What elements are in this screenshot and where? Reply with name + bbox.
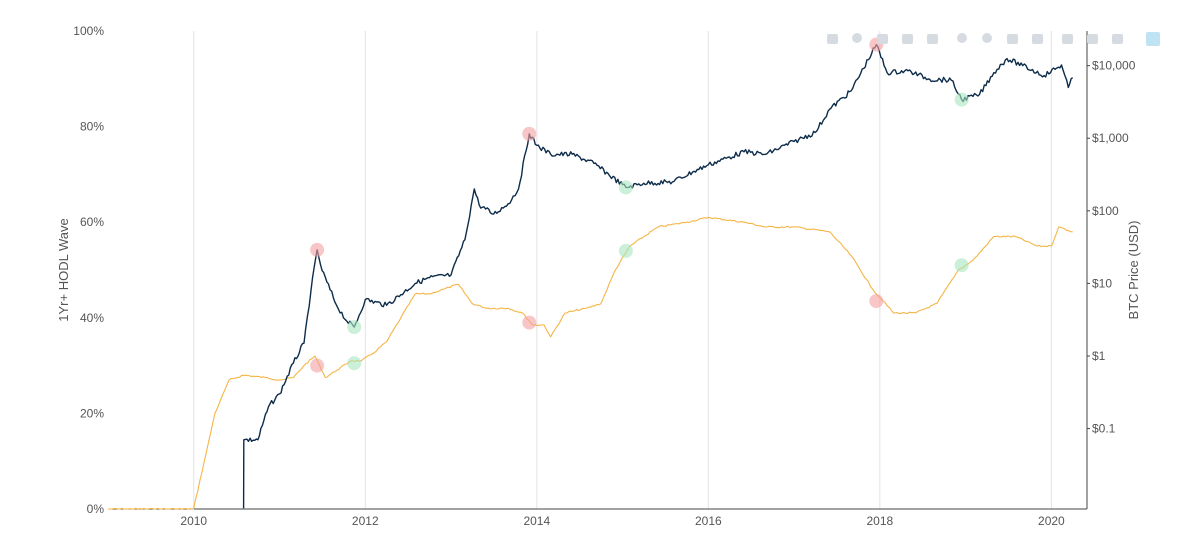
hover-compare-icon[interactable] <box>1112 34 1123 44</box>
plotly-logo-icon[interactable] <box>1146 32 1160 46</box>
bottom-marker <box>347 320 362 335</box>
lasso-select-icon[interactable] <box>927 34 938 44</box>
y-left-tick-label: 40% <box>80 311 104 325</box>
bottom-marker <box>954 258 969 273</box>
peak-marker <box>310 358 325 373</box>
hodl-wave-series-line <box>108 216 1073 510</box>
modebar <box>827 32 1160 46</box>
y-right-tick-label: $10,000 <box>1092 59 1136 73</box>
bottom-marker <box>618 180 633 195</box>
y-right-tick-label: $10 <box>1092 276 1112 290</box>
zoom-out-icon[interactable] <box>982 33 992 43</box>
markers <box>310 37 969 373</box>
gridlines <box>193 31 1052 509</box>
x-tick-label: 2020 <box>1038 514 1065 528</box>
bottom-marker <box>954 92 969 107</box>
y-right-tick-label: $1 <box>1092 349 1106 363</box>
box-select-icon[interactable] <box>902 34 913 44</box>
pan-icon[interactable] <box>877 34 888 44</box>
y-left-tick-label: 60% <box>80 215 104 229</box>
peak-marker <box>310 242 325 257</box>
reset-axes-icon[interactable] <box>1032 34 1043 44</box>
y-left-tick-label: 80% <box>80 120 104 134</box>
x-tick-label: 2014 <box>523 514 550 528</box>
spike-lines-icon[interactable] <box>1062 34 1073 44</box>
y-left-tick-label: 0% <box>87 502 105 516</box>
peak-marker <box>522 126 537 141</box>
x-tick-label: 2012 <box>352 514 379 528</box>
zoom-in-icon[interactable] <box>957 33 967 43</box>
camera-icon[interactable] <box>827 34 838 44</box>
tick-labels: 2010 2012 2014 2016 2018 2020 0% 20% 40% 60% 80% 10… <box>73 24 1135 528</box>
axes <box>108 31 1090 510</box>
x-tick-label: 2010 <box>180 514 207 528</box>
bottom-marker <box>618 243 633 258</box>
y-right-tick-label: $100 <box>1092 204 1119 218</box>
x-tick-label: 2016 <box>695 514 722 528</box>
y-left-axis-title: 1Yr+ HODL Wave <box>56 218 71 321</box>
y-right-tick-label: $0.1 <box>1092 422 1116 436</box>
btc-price-series-line <box>242 43 1074 509</box>
y-right-tick-label: $1,000 <box>1092 131 1129 145</box>
x-tick-label: 2018 <box>867 514 894 528</box>
peak-marker <box>869 294 884 309</box>
zoom-icon[interactable] <box>852 33 862 43</box>
bottom-marker <box>347 356 362 371</box>
autoscale-icon[interactable] <box>1007 34 1018 44</box>
peak-marker <box>522 315 537 330</box>
y-left-tick-label: 100% <box>73 24 104 38</box>
hover-closest-icon[interactable] <box>1087 34 1098 44</box>
y-right-axis-title: BTC Price (USD) <box>1126 221 1141 320</box>
series <box>108 43 1074 510</box>
y-left-tick-label: 20% <box>80 406 104 420</box>
